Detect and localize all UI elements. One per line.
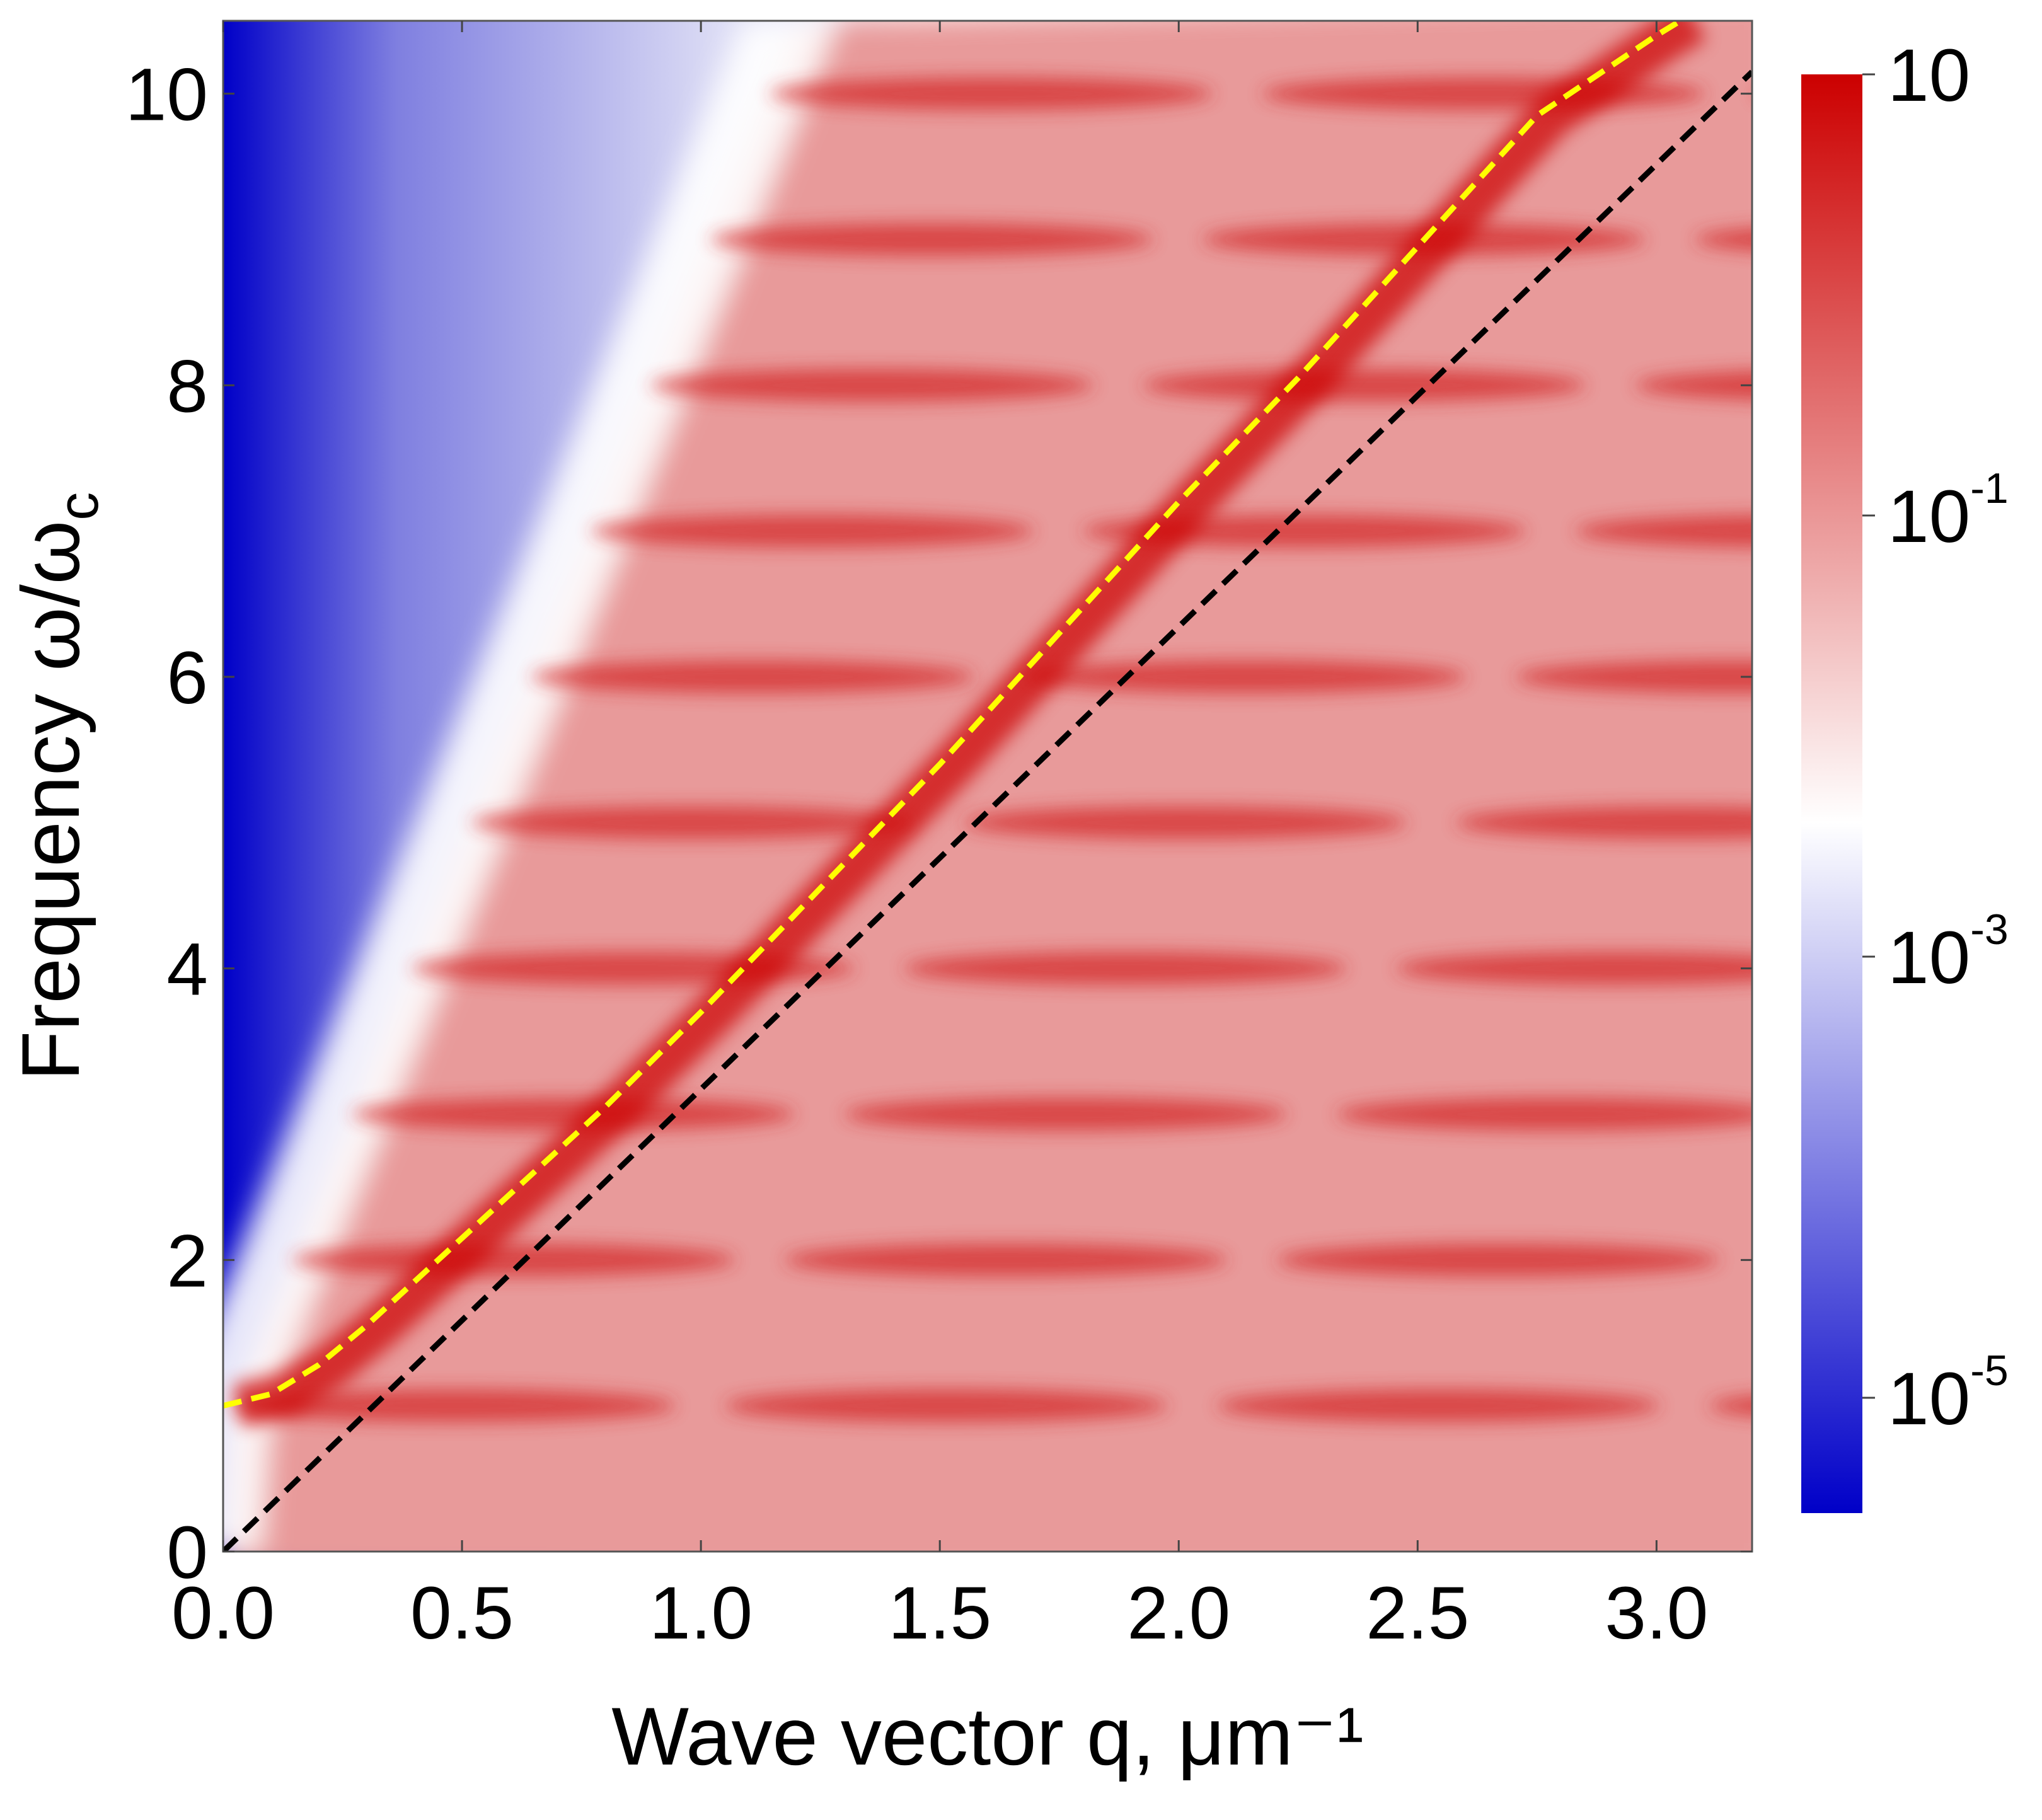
- branch-band: [1336, 1098, 1752, 1131]
- plot-frame: [222, 20, 1753, 1553]
- y-axis-ticks: 0 2 4 6 8 10: [125, 54, 1752, 1594]
- diagonal-ridge: [232, 21, 1707, 1427]
- x-axis-label: Wave vector q, μm⁻¹: [611, 1690, 1363, 1782]
- heatmap-warm-region: [223, 21, 1752, 1552]
- branch-band: [1023, 660, 1467, 693]
- x-tick-label: 0.5: [410, 1572, 514, 1655]
- colorbar-tick-label: 10: [1888, 34, 1970, 117]
- y-tick-label: 2: [166, 1219, 208, 1303]
- branch-band: [1695, 228, 1752, 251]
- series-line: [223, 21, 1682, 1409]
- branch-band: [844, 1098, 1288, 1131]
- branch-band: [964, 806, 1407, 839]
- y-axis-label: Frequency ω/ωc: [4, 492, 110, 1081]
- branch-bands: [233, 77, 1752, 1422]
- x-tick-label: 2.5: [1366, 1572, 1469, 1655]
- branch-band: [471, 806, 915, 839]
- branch-band: [1456, 806, 1752, 839]
- colorbar-ticks: 10 10-1 10-3 10-5: [1862, 34, 2009, 1441]
- x-tick-label: 0.0: [171, 1572, 275, 1655]
- branch-band: [1396, 952, 1752, 985]
- branch-band: [1709, 1396, 1752, 1416]
- y-tick-label: 8: [166, 345, 208, 428]
- plot-area: [223, 21, 1752, 1552]
- branch-band: [591, 514, 1034, 548]
- colorbar-tick-label: 10-5: [1888, 1347, 2009, 1441]
- y-tick-label: 10: [125, 54, 208, 137]
- branch-band: [904, 952, 1347, 985]
- x-tick-label: 2.0: [1127, 1572, 1230, 1655]
- y-tick-label: 0: [166, 1511, 208, 1594]
- colorbar: [1801, 74, 1862, 1513]
- branch-band: [292, 1243, 735, 1277]
- y-tick-label: 6: [166, 636, 208, 720]
- branch-band: [1216, 1389, 1660, 1422]
- branch-band: [770, 77, 1213, 110]
- colorbar-tick-label: 10-3: [1888, 906, 2009, 999]
- branch-band: [710, 223, 1154, 256]
- branch-band: [1575, 515, 1752, 548]
- series-line: [223, 69, 1752, 1552]
- colorbar-tick-label: 10-1: [1888, 464, 2009, 558]
- x-tick-label: 3.0: [1605, 1572, 1708, 1655]
- x-axis-ticks: 0.0 0.5 1.0 1.5 2.0 2.5 3.0: [171, 21, 1708, 1655]
- branch-band: [1143, 369, 1586, 402]
- x-tick-label: 1.0: [649, 1572, 753, 1655]
- branch-band: [725, 1389, 1168, 1422]
- branch-band: [1515, 660, 1752, 693]
- branch-band: [784, 1243, 1228, 1277]
- x-tick-label: 1.5: [888, 1572, 991, 1655]
- branch-band: [233, 1389, 676, 1422]
- branch-band: [1635, 371, 1752, 400]
- ridge-line: [232, 21, 1707, 1427]
- branch-band: [650, 369, 1094, 402]
- branch-band: [531, 660, 974, 693]
- y-tick-label: 4: [166, 928, 208, 1011]
- series-lines: [223, 21, 1752, 1552]
- branch-band: [1276, 1243, 1720, 1277]
